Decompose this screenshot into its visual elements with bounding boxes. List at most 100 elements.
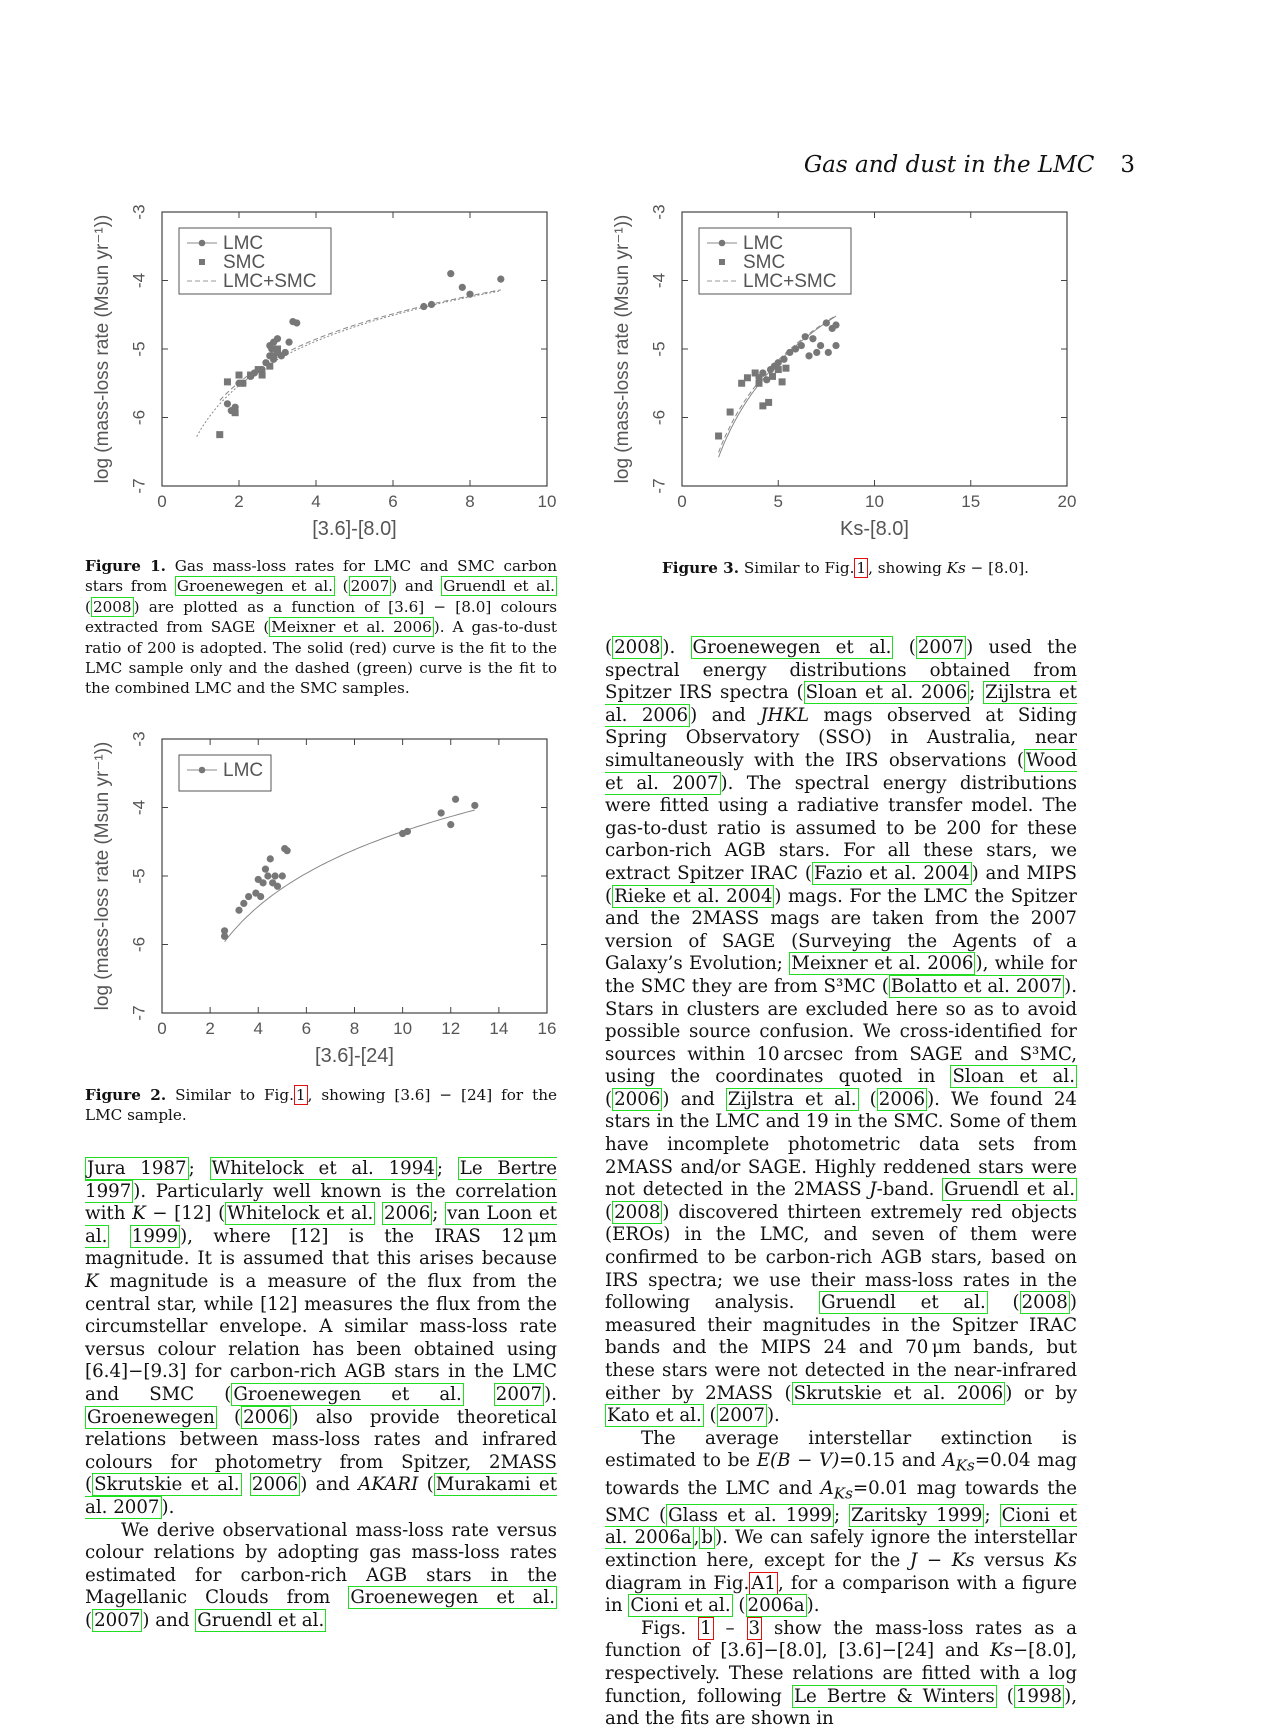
citation-link[interactable]: 2008 xyxy=(612,636,663,659)
data-point-smc xyxy=(258,371,266,379)
citation-link[interactable]: Meixner et al. 2006 xyxy=(269,617,434,638)
citation-link[interactable]: 2006 xyxy=(382,1202,433,1226)
citation-link[interactable]: Bolatto et al. 2007 xyxy=(888,974,1065,998)
citation-link[interactable]: 2007 xyxy=(716,1404,767,1428)
citation-link[interactable]: 2006 xyxy=(249,1473,301,1497)
figure-2-chart: 0 2 4 6 8 10 12 14 16 -3 -4 -5 -6 -7 [3.6]-[24] log (ma… xyxy=(92,731,556,1067)
y-tick-label: -7 xyxy=(129,478,148,493)
citation-link[interactable]: Whitelock et al. 1994 xyxy=(209,1157,437,1180)
citation-link[interactable]: Groenewegen et al. xyxy=(348,1586,557,1610)
legend-label: LMC xyxy=(223,233,263,254)
citation-link[interactable]: Le Bertre & Winters xyxy=(791,1684,997,1708)
y-tick-label: -6 xyxy=(129,937,148,952)
citation-link[interactable]: 2007 xyxy=(92,1608,143,1632)
citation-link[interactable]: Zaritsky 1999 xyxy=(849,1503,985,1527)
data-point-smc xyxy=(774,366,782,374)
citation-link[interactable]: Rieke et al. 2004 xyxy=(612,884,775,908)
y-tick-label: -7 xyxy=(129,1005,148,1020)
data-point-lmc xyxy=(223,400,232,408)
citation-link[interactable]: Sloan et al. xyxy=(950,1065,1078,1089)
citation-link[interactable]: Murakami et al. 2007 xyxy=(85,1473,557,1519)
citation-link[interactable]: 1998 xyxy=(1013,1684,1065,1708)
citation-link[interactable]: 2008 xyxy=(90,596,134,617)
citation-link[interactable]: 2007 xyxy=(915,636,967,659)
legend-marker xyxy=(719,259,725,265)
citation-link[interactable]: Cioni et al. xyxy=(628,1594,733,1618)
x-tick-label: 12 xyxy=(441,1019,460,1038)
data-point-smc xyxy=(254,366,262,374)
citation-link[interactable]: 1999 xyxy=(129,1224,181,1248)
fit-curve xyxy=(196,290,501,437)
text: ). We can safely ignore the interstellar… xyxy=(605,1527,1077,1572)
citation-link[interactable]: van Loon et al. xyxy=(85,1202,557,1248)
right-column-text: (2008). Groenewegen et al. (2007) used t… xyxy=(605,636,1078,1731)
citation-link[interactable]: Gruendl et al. xyxy=(819,1291,988,1315)
citation-link[interactable]: Gruendl et al. xyxy=(942,1178,1077,1202)
figure-link[interactable]: 1 xyxy=(293,1085,308,1105)
text: ) or by xyxy=(1005,1382,1077,1404)
citation-link[interactable]: 2008 xyxy=(1019,1291,1070,1315)
y-tick-label: -4 xyxy=(129,273,148,288)
citation-link[interactable]: Groenewegen et al. xyxy=(174,576,335,597)
data-point-lmc xyxy=(801,333,809,341)
data-point-smc xyxy=(765,398,773,406)
paragraph: Figs. 1 – 3 show the mass-loss rates as … xyxy=(605,1616,1077,1730)
citation-link[interactable]: Zijlstra et al. xyxy=(725,1087,859,1111)
data-point-smc xyxy=(743,374,751,382)
data-point-lmc xyxy=(278,872,286,880)
data-point-lmc xyxy=(283,847,291,855)
citation-link[interactable]: 2006 xyxy=(612,1087,663,1111)
text: ). xyxy=(662,637,691,658)
text: used the spectral energy distributions o… xyxy=(605,637,1077,704)
citation-link[interactable]: Meixner et al. 2006 xyxy=(789,952,976,976)
citation-link[interactable]: Kato et al. xyxy=(605,1404,704,1428)
figure-link[interactable]: A1 xyxy=(749,1571,778,1595)
citation-link[interactable]: Whitelock et al. xyxy=(225,1202,376,1226)
data-point-lmc xyxy=(824,348,832,357)
x-tick-label: 4 xyxy=(311,492,320,511)
caption-text: Similar to Fig. xyxy=(739,559,855,577)
figure-3-chart: 0 5 10 15 20 -3 -4 -5 -6 -7 Ks-[8.0] log (mass-loss… xyxy=(612,204,1077,540)
figure-3-label: Figure 3. xyxy=(662,559,740,577)
text: ; xyxy=(188,1158,210,1179)
text: ) and MIPS ( xyxy=(605,862,1077,907)
citation-link[interactable]: b xyxy=(699,1526,716,1550)
citation-link[interactable]: 2008 xyxy=(612,1200,663,1224)
x-tick-label: 0 xyxy=(677,492,686,511)
citation-link[interactable]: Groenewegen et al. xyxy=(231,1382,464,1406)
citation-link[interactable]: 2007 xyxy=(493,1382,545,1406)
figure-link[interactable]: 1 xyxy=(698,1616,714,1640)
x-tick-label: 20 xyxy=(1058,492,1077,511)
citation-link[interactable]: Skrutskie et al. xyxy=(92,1473,242,1497)
data-point-lmc xyxy=(832,321,840,329)
data-point-lmc xyxy=(271,872,279,880)
data-point-smc xyxy=(778,378,786,386)
legend-label: LMC+SMC xyxy=(223,271,316,292)
citation-link[interactable]: 2007 xyxy=(348,576,392,597)
citation-link[interactable]: Le Bertre 1997 xyxy=(85,1157,557,1203)
citation-link[interactable]: Zijlstra et al. 2006 xyxy=(605,681,1077,727)
citation-link[interactable]: Cioni et al. 2006a xyxy=(605,1503,1077,1550)
citation-link[interactable]: Groenewegen et al. xyxy=(690,636,894,659)
citation-link[interactable]: Wood et al. 2007 xyxy=(605,748,1077,795)
data-point-lmc xyxy=(447,270,455,278)
citation-link[interactable]: Sloan et al. 2006 xyxy=(803,681,970,705)
citation-link[interactable]: Jura 1987 xyxy=(85,1157,189,1180)
figure-link[interactable]: 3 xyxy=(746,1616,763,1640)
citation-link[interactable]: Groenewegen xyxy=(85,1405,217,1429)
citation-link[interactable]: Glass et al. 1999 xyxy=(666,1503,834,1527)
citation-link[interactable]: Gruendl et al. xyxy=(441,576,557,597)
legend-box xyxy=(178,754,272,792)
data-point-smc xyxy=(759,402,767,410)
citation-link[interactable]: 2006a xyxy=(745,1594,807,1618)
citation-link[interactable]: 2006 xyxy=(876,1087,928,1111)
text: ). Particularly well known is the correl… xyxy=(85,1180,557,1225)
data-point-lmc xyxy=(786,348,794,357)
citation-link[interactable]: Skrutskie et al. 2006 xyxy=(791,1381,1006,1405)
citation-link[interactable]: Gruendl et al. xyxy=(195,1608,327,1632)
math-subscript: Ks xyxy=(833,1484,853,1503)
citation-link[interactable]: 2006 xyxy=(241,1405,292,1429)
figure-link[interactable]: 1 xyxy=(854,558,869,578)
text: ). xyxy=(766,1405,780,1427)
citation-link[interactable]: Fazio et al. 2004 xyxy=(811,861,972,885)
